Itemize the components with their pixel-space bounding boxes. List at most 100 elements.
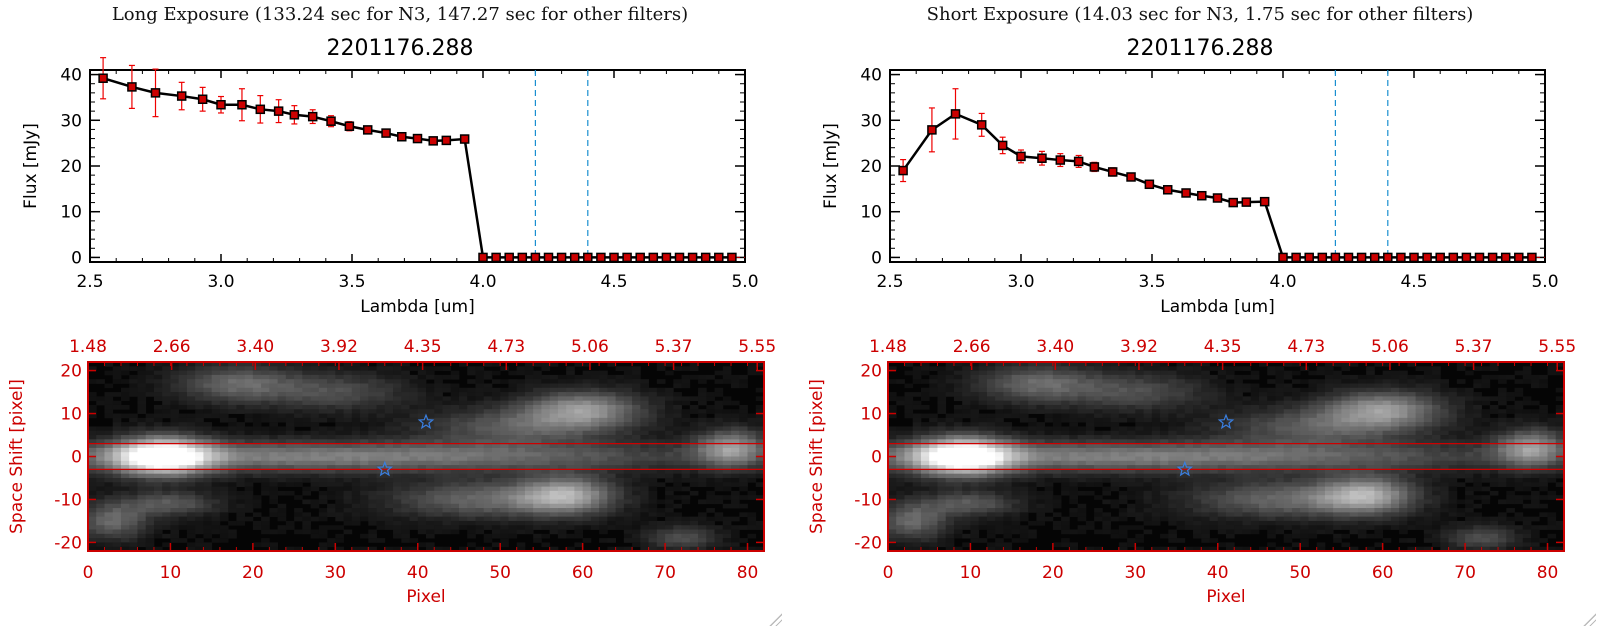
- image-pixel: [137, 422, 147, 427]
- image-pixel: [368, 512, 377, 518]
- image-pixel: [904, 533, 914, 539]
- image-pixel: [318, 396, 328, 402]
- image-pixel: [632, 456, 641, 462]
- image-pixel: [582, 460, 592, 466]
- image-pixel: [1127, 383, 1136, 389]
- image-pixel: [1052, 404, 1062, 410]
- image-pixel: [376, 456, 386, 462]
- image-pixel: [722, 516, 732, 522]
- top-tick-label: 4.35: [404, 337, 442, 357]
- image-pixel: [467, 520, 476, 526]
- image-pixel: [417, 499, 427, 505]
- image-pixel: [368, 469, 377, 475]
- image-pixel: [252, 495, 262, 500]
- image-pixel: [219, 482, 229, 487]
- image-pixel: [285, 379, 295, 384]
- image-pixel: [995, 460, 1004, 466]
- image-pixel: [632, 404, 641, 410]
- image-pixel: [1052, 512, 1062, 518]
- image-pixel: [219, 374, 229, 380]
- image-pixel: [104, 452, 114, 457]
- image-pixel: [426, 460, 435, 466]
- image-pixel: [500, 490, 509, 496]
- image-pixel: [689, 542, 699, 548]
- image-pixel: [524, 499, 534, 505]
- image-pixel: [566, 473, 575, 479]
- image-pixel: [524, 404, 534, 410]
- image-pixel: [376, 370, 386, 376]
- image-pixel: [599, 512, 608, 518]
- image-pixel: [557, 490, 567, 496]
- image-pixel: [904, 499, 914, 505]
- image-pixel: [401, 499, 410, 505]
- image-pixel: [327, 413, 336, 419]
- image-pixel: [302, 512, 311, 518]
- image-pixel: [590, 417, 600, 423]
- image-pixel: [888, 525, 897, 530]
- x-axis-label: Lambda [um]: [1160, 297, 1274, 317]
- image-pixel: [590, 482, 600, 487]
- image-pixel: [294, 404, 303, 410]
- image-pixel: [632, 499, 641, 505]
- image-pixel: [1151, 520, 1161, 526]
- image-pixel: [731, 456, 740, 462]
- image-pixel: [541, 542, 551, 548]
- image-pixel: [310, 430, 320, 436]
- image-pixel: [1011, 387, 1021, 393]
- image-pixel: [698, 469, 707, 475]
- image-pixel: [648, 525, 658, 530]
- image-pixel: [912, 525, 922, 530]
- image-pixel: [1160, 366, 1169, 371]
- image-pixel: [434, 460, 443, 466]
- image-pixel: [351, 379, 361, 384]
- image-pixel: [162, 370, 171, 376]
- image-pixel: [640, 404, 649, 410]
- image-pixel: [962, 387, 971, 393]
- image-pixel: [252, 503, 262, 509]
- image-pixel: [475, 482, 485, 487]
- image-pixel: [384, 400, 394, 406]
- image-pixel: [1143, 362, 1153, 367]
- image-pixel: [937, 542, 947, 548]
- image-pixel: [755, 422, 765, 427]
- image-pixel: [236, 473, 246, 479]
- image-pixel: [401, 396, 410, 402]
- image-pixel: [384, 404, 394, 410]
- image-pixel: [483, 426, 493, 432]
- image-pixel: [277, 426, 287, 432]
- image-pixel: [327, 374, 336, 380]
- image-pixel: [1044, 404, 1054, 410]
- image-pixel: [516, 426, 526, 432]
- image-pixel: [574, 473, 584, 479]
- image-pixel: [681, 443, 691, 449]
- image-pixel: [1127, 447, 1136, 453]
- image-pixel: [1003, 533, 1013, 539]
- resize-grip-icon[interactable]: [768, 612, 782, 626]
- image-pixel: [104, 413, 114, 419]
- image-pixel: [698, 409, 707, 414]
- image-pixel: [912, 426, 922, 432]
- image-pixel: [524, 465, 534, 470]
- image-pixel: [244, 366, 254, 371]
- image-pixel: [360, 413, 369, 419]
- image-pixel: [607, 392, 617, 397]
- image-pixel: [401, 503, 410, 509]
- image-pixel: [252, 435, 262, 440]
- image-pixel: [599, 417, 608, 423]
- image-pixel: [417, 503, 427, 509]
- x-tick-label: 10: [160, 563, 182, 583]
- image-pixel: [714, 413, 724, 419]
- data-point: [1369, 252, 1380, 263]
- image-pixel: [1028, 460, 1037, 466]
- image-pixel: [533, 374, 542, 380]
- image-pixel: [599, 469, 608, 475]
- image-pixel: [747, 413, 757, 419]
- image-pixel: [203, 362, 213, 367]
- image-pixel: [137, 542, 147, 548]
- image-pixel: [170, 443, 180, 449]
- image-pixel: [104, 533, 114, 539]
- image-pixel: [335, 409, 344, 414]
- image-pixel: [739, 443, 748, 449]
- image-pixel: [153, 499, 163, 505]
- image-pixel: [467, 417, 476, 423]
